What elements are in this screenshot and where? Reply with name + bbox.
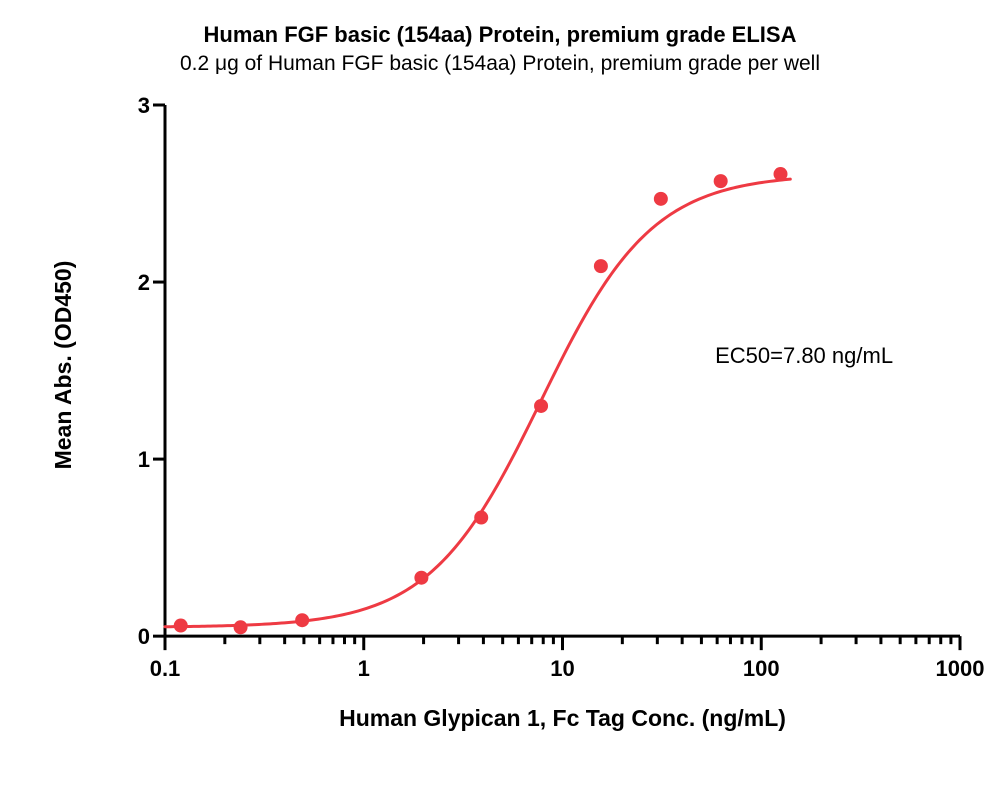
chart-title: Human FGF basic (154aa) Protein, premium…: [0, 22, 1000, 48]
data-point: [654, 192, 668, 206]
x-tick-label: 1: [324, 656, 404, 682]
data-point: [234, 620, 248, 634]
y-tick-label: 2: [120, 270, 150, 296]
data-point: [414, 571, 428, 585]
y-tick-label: 1: [120, 447, 150, 473]
dose-response-curve: [165, 179, 790, 627]
y-tick-label: 3: [120, 93, 150, 119]
x-tick-label: 10: [523, 656, 603, 682]
elisa-chart: Human FGF basic (154aa) Protein, premium…: [0, 0, 1000, 791]
x-tick-label: 1000: [920, 656, 1000, 682]
data-point: [474, 511, 488, 525]
data-point: [714, 174, 728, 188]
chart-subtitle: 0.2 μg of Human FGF basic (154aa) Protei…: [0, 52, 1000, 76]
data-point: [594, 259, 608, 273]
title-block: Human FGF basic (154aa) Protein, premium…: [0, 22, 1000, 76]
data-point: [534, 399, 548, 413]
x-axis-label: Human Glypican 1, Fc Tag Conc. (ng/mL): [165, 705, 960, 732]
x-tick-label: 100: [721, 656, 801, 682]
x-tick-label: 0.1: [125, 656, 205, 682]
data-point: [174, 619, 188, 633]
data-point: [295, 613, 309, 627]
y-tick-label: 0: [120, 624, 150, 650]
plot-area: [150, 90, 975, 660]
data-point: [774, 167, 788, 181]
y-axis-label: Mean Abs. (OD450): [50, 235, 77, 495]
